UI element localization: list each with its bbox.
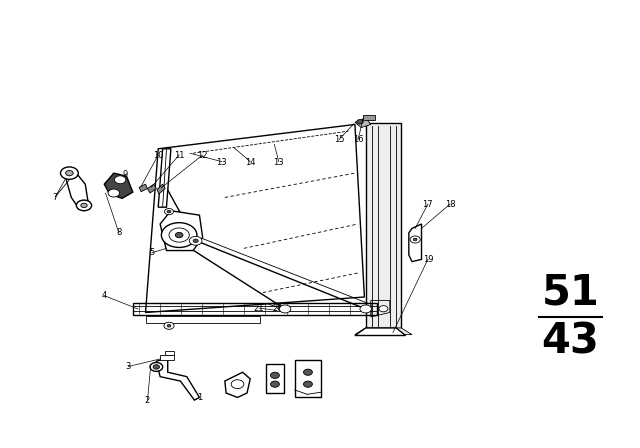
Circle shape [76,200,92,211]
Text: 19: 19 [422,255,433,264]
Text: 43: 43 [541,320,600,362]
Circle shape [280,305,291,313]
Text: 18: 18 [445,200,456,209]
Text: 5: 5 [149,248,154,257]
Text: 20: 20 [272,304,283,313]
Circle shape [153,365,159,369]
Text: 10: 10 [153,151,163,160]
Text: 51: 51 [541,271,600,314]
Polygon shape [365,123,401,328]
Text: 21: 21 [254,304,264,313]
Polygon shape [355,328,406,336]
Circle shape [65,171,73,176]
Circle shape [161,223,197,247]
Polygon shape [147,184,156,193]
Text: 2: 2 [145,396,150,405]
Text: 12: 12 [197,151,208,160]
Polygon shape [65,170,88,208]
Polygon shape [160,211,203,250]
Text: 9: 9 [123,170,128,179]
Text: 7: 7 [52,193,58,202]
Circle shape [413,238,417,241]
Polygon shape [355,118,371,128]
Circle shape [167,210,171,213]
Circle shape [167,324,171,327]
Circle shape [81,203,87,207]
Circle shape [303,369,312,375]
Polygon shape [355,328,412,335]
Bar [133,303,377,314]
Bar [294,360,321,397]
Text: 13: 13 [216,158,227,167]
Circle shape [169,228,189,242]
Circle shape [231,380,244,388]
Polygon shape [104,173,133,198]
Circle shape [61,167,78,179]
Circle shape [303,381,312,387]
Circle shape [164,322,174,329]
Text: 11: 11 [174,151,184,160]
Circle shape [108,189,120,197]
Circle shape [164,208,173,215]
Text: 8: 8 [116,228,122,237]
Circle shape [175,233,183,238]
Circle shape [379,306,388,312]
Text: 16: 16 [353,135,364,144]
Polygon shape [139,184,147,192]
Circle shape [189,237,202,245]
Bar [145,316,260,323]
Text: 15: 15 [334,135,344,144]
Text: 4: 4 [102,291,107,300]
Text: 17: 17 [422,200,433,209]
Polygon shape [158,149,171,207]
Text: 1: 1 [197,393,202,402]
Bar [164,351,174,354]
Circle shape [193,239,198,242]
Text: 13: 13 [273,158,284,167]
Bar [363,115,374,120]
Circle shape [150,362,163,371]
Circle shape [410,236,420,243]
Bar [266,364,284,393]
Circle shape [271,381,280,387]
Polygon shape [156,359,200,400]
Text: 14: 14 [245,158,255,167]
Polygon shape [157,184,165,194]
Circle shape [360,305,371,313]
Text: 3: 3 [125,362,131,371]
Circle shape [115,176,126,184]
Polygon shape [409,224,422,262]
Circle shape [271,372,280,379]
Bar [160,354,174,360]
Circle shape [356,120,363,124]
Polygon shape [225,372,250,397]
